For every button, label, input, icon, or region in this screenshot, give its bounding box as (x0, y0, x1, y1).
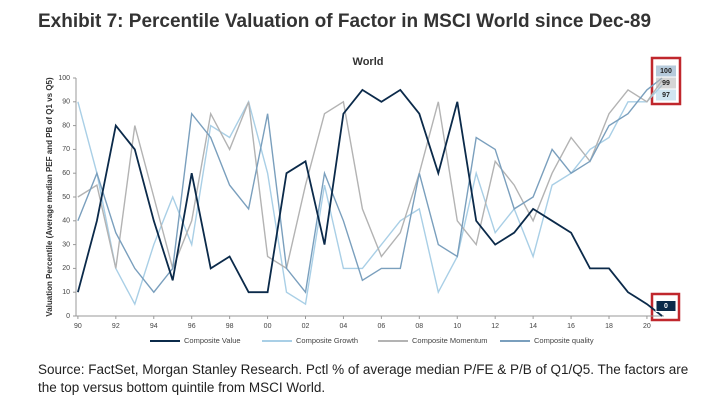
y-tick-label: 10 (62, 289, 70, 296)
end-label: 100 (660, 68, 672, 75)
chart-title: Exhibit 7: Percentile Valuation of Facto… (38, 11, 651, 32)
y-tick-label: 80 (62, 122, 70, 129)
legend-label: Composite Growth (296, 336, 358, 345)
x-tick-label: 20 (643, 323, 651, 330)
y-tick-label: 70 (62, 146, 70, 153)
x-tick-label: 04 (340, 323, 348, 330)
end-label-box (656, 77, 676, 89)
y-tick-label: 0 (66, 313, 70, 320)
y-tick-label: 90 (62, 99, 70, 106)
x-tick-label: 18 (605, 323, 613, 330)
x-tick-label: 02 (302, 323, 310, 330)
legend-label: Composite Value (184, 336, 241, 345)
legend-label: Composite quality (534, 336, 594, 345)
x-tick-label: 98 (226, 323, 234, 330)
series-line (77, 84, 663, 306)
y-tick-label: 50 (62, 194, 70, 201)
x-tick-label: 90 (74, 323, 82, 330)
y-axis-label: Valuation Percentile (Average median PEF… (45, 77, 54, 317)
highlight-box (650, 56, 682, 106)
x-tick-label: 92 (112, 323, 120, 330)
end-label-box (656, 65, 676, 77)
end-label: 0 (664, 303, 668, 310)
y-tick-label: 100 (58, 75, 70, 82)
y-tick-label: 30 (62, 241, 70, 248)
source-note: Source: FactSet, Morgan Stanley Research… (38, 362, 689, 395)
series-line (77, 88, 663, 317)
x-tick-label: 08 (415, 323, 423, 330)
x-tick-label: 14 (529, 323, 537, 330)
x-tick-label: 94 (150, 323, 158, 330)
legend-label: Composite Momentum (412, 336, 487, 345)
y-tick-label: 20 (62, 265, 70, 272)
x-tick-label: 06 (377, 323, 385, 330)
chart-subtitle: World (353, 56, 384, 68)
series-line (77, 77, 663, 294)
end-label-box (655, 300, 677, 312)
chart: Exhibit 7: Percentile Valuation of Facto… (38, 11, 682, 345)
y-tick-label: 60 (62, 170, 70, 177)
x-tick-label: 16 (567, 323, 575, 330)
x-tick-label: 00 (264, 323, 272, 330)
end-label: 97 (662, 92, 670, 99)
x-tick-label: 10 (453, 323, 461, 330)
x-tick-label: 12 (491, 323, 499, 330)
end-label-box (656, 89, 676, 101)
x-tick-label: 96 (188, 323, 196, 330)
y-tick-label: 40 (62, 218, 70, 225)
end-label: 99 (662, 80, 670, 87)
